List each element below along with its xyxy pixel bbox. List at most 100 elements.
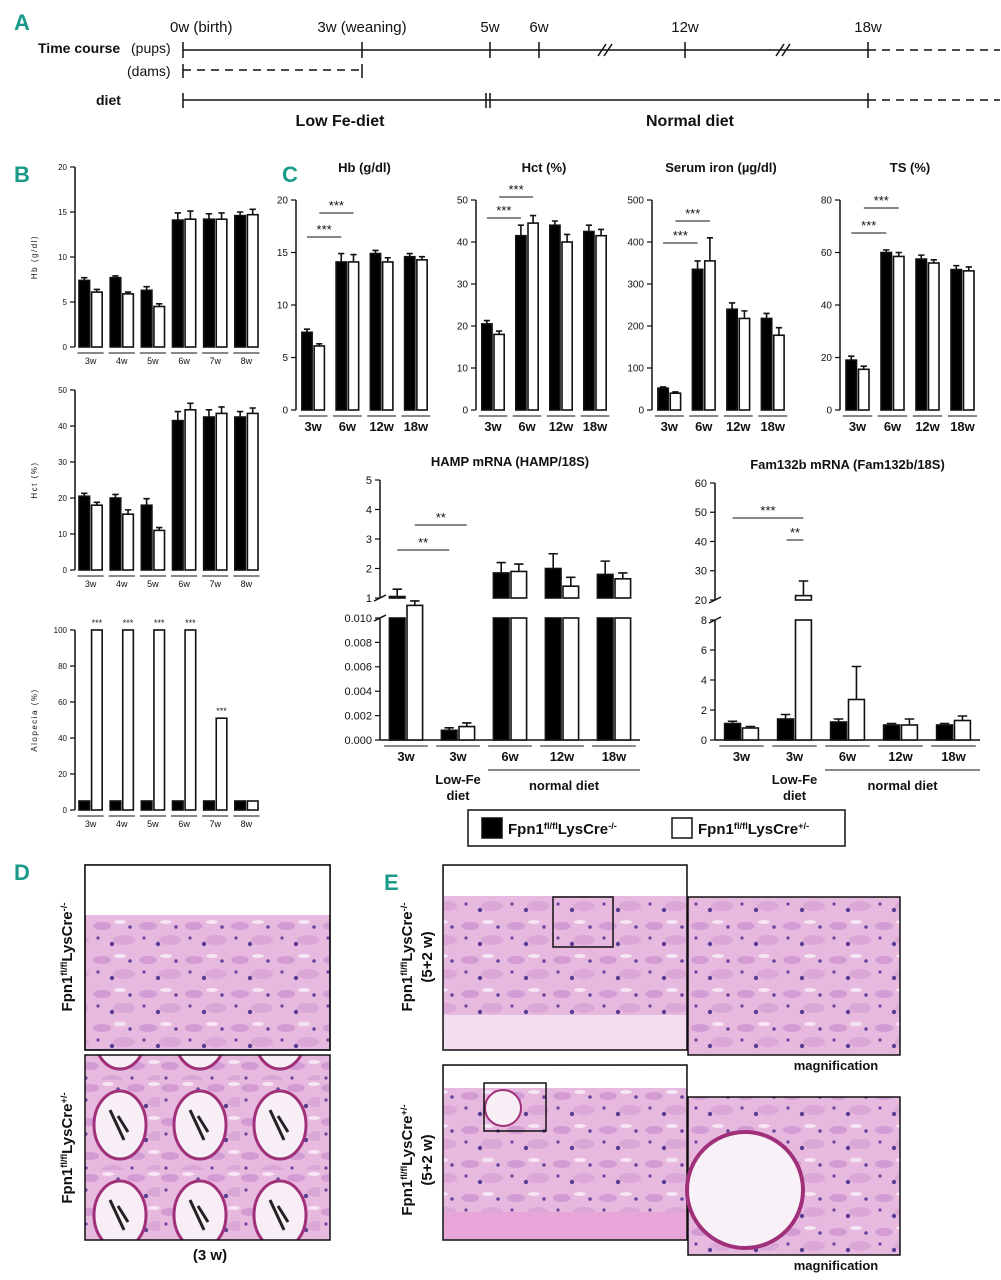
x-tick-label: 6w xyxy=(178,356,190,366)
significance-label: *** xyxy=(92,618,103,628)
bar xyxy=(234,214,247,348)
error-bar xyxy=(566,576,576,587)
y-tick-label: 80 xyxy=(58,662,67,671)
x-tick-label: 8w xyxy=(241,356,253,366)
significance-label: ** xyxy=(790,525,800,540)
time-point: 0w (birth) xyxy=(170,19,233,36)
bar xyxy=(493,333,505,411)
bar xyxy=(953,719,972,741)
error-bar xyxy=(659,386,667,389)
x-tick-label: 3w xyxy=(661,419,679,434)
y-tick-label: 6 xyxy=(701,645,707,657)
error-bar xyxy=(112,493,119,498)
y-axis-label: Hb (g/dl) xyxy=(30,235,39,279)
error-bar xyxy=(350,253,357,262)
y-axis-label: Alopecia (%) xyxy=(30,688,39,751)
y-tick-label: 80 xyxy=(821,196,833,207)
x-tick-label: 4w xyxy=(116,356,128,366)
y-tick-label: 0 xyxy=(638,406,644,417)
significance-label: *** xyxy=(496,203,511,218)
bar xyxy=(246,213,259,348)
bar xyxy=(171,419,184,571)
error-bar xyxy=(81,492,88,497)
bar xyxy=(184,629,197,811)
bar-chart: 0 10 20 30 40 50 Hct (%) 3w 6w 12w 18w *** *** xyxy=(457,160,610,434)
x-tick-label: 3w xyxy=(786,749,804,764)
y-tick-label: 10 xyxy=(58,530,67,539)
error-bar xyxy=(187,402,194,410)
error-bar xyxy=(883,249,890,253)
bar xyxy=(184,218,197,348)
bar xyxy=(140,289,153,348)
bar xyxy=(596,573,614,599)
x-tick-label: 12w xyxy=(726,419,751,434)
error-bar xyxy=(483,319,490,324)
error-bar xyxy=(218,212,225,220)
panel-label: A xyxy=(14,10,30,35)
significance-label: *** xyxy=(123,618,134,628)
y-axis-label: Hct (%) xyxy=(30,461,39,498)
group-label: Low-Fe diet xyxy=(772,772,818,803)
bar xyxy=(510,570,528,599)
error-bar xyxy=(496,561,506,573)
error-bar xyxy=(249,407,256,414)
caption: magnification xyxy=(794,1058,879,1073)
error-bar xyxy=(895,251,902,257)
y-tick-label: 20 xyxy=(58,163,67,172)
bar xyxy=(480,323,493,411)
bar xyxy=(703,260,716,411)
x-tick-label: 3w xyxy=(85,819,97,829)
y-tick-label: 400 xyxy=(627,238,644,249)
error-bar xyxy=(530,214,537,224)
y-tick-label: 40 xyxy=(695,536,707,548)
x-tick-label: 18w xyxy=(583,419,608,434)
group-label: Low-Fe diet xyxy=(435,772,481,803)
bar-chart: 0.000 0.002 0.004 0.006 0.008 0.010 1 2 3 4 5 HAMP … xyxy=(344,454,640,803)
cyst xyxy=(484,1089,522,1127)
y-tick-label: 40 xyxy=(821,301,833,312)
bar xyxy=(246,800,259,811)
genotype-label: Fpn1fl/flLysCre-/- xyxy=(399,903,416,1012)
y-tick-label: 30 xyxy=(457,280,469,291)
error-bar xyxy=(218,406,225,414)
x-tick-label: 4w xyxy=(116,819,128,829)
significance-label: *** xyxy=(685,206,700,221)
chart-title: TS (%) xyxy=(890,160,930,175)
bar xyxy=(772,334,785,411)
bar xyxy=(741,727,760,741)
bar xyxy=(381,261,394,411)
y-tick-label: 0.010 xyxy=(344,613,372,625)
chart-title: HAMP mRNA (HAMP/18S) xyxy=(431,454,589,469)
x-tick-label: 6w xyxy=(884,419,902,434)
x-tick-label: 18w xyxy=(941,749,966,764)
genotype-label: Fpn1fl/flLysCre+/- xyxy=(59,1092,76,1203)
zoom-box xyxy=(483,1082,547,1132)
x-tick-label: 3w xyxy=(397,749,415,764)
bar xyxy=(313,345,326,411)
error-bar xyxy=(851,665,862,700)
bar xyxy=(738,317,751,411)
x-tick-label: 12w xyxy=(888,749,913,764)
significance-label: *** xyxy=(329,198,344,213)
x-tick-label: 6w xyxy=(178,819,190,829)
bar xyxy=(935,724,954,741)
y-tick-label: 50 xyxy=(457,196,469,207)
y-tick-label: 0 xyxy=(282,406,288,417)
significance-label: *** xyxy=(185,618,196,628)
error-bar xyxy=(860,365,867,370)
bar xyxy=(847,698,866,741)
chart-title: Hb (g/dl) xyxy=(338,160,391,175)
timepoint-label: (5+2 w) xyxy=(419,931,436,982)
y-tick-label: 20 xyxy=(277,196,289,207)
legend-swatch xyxy=(671,817,693,839)
bar xyxy=(215,717,228,811)
bar xyxy=(140,800,153,811)
y-tick-label: 4 xyxy=(701,675,707,687)
axis-break xyxy=(708,596,722,624)
x-tick-label: 18w xyxy=(602,749,627,764)
error-bar xyxy=(780,713,791,719)
histology-image xyxy=(687,896,901,1056)
genotype-label: Fpn1fl/flLysCre-/- xyxy=(59,903,76,1012)
y-tick-label: 2 xyxy=(701,705,707,717)
legend-label: Fpn1fl/flLysCre+/- xyxy=(698,821,809,838)
